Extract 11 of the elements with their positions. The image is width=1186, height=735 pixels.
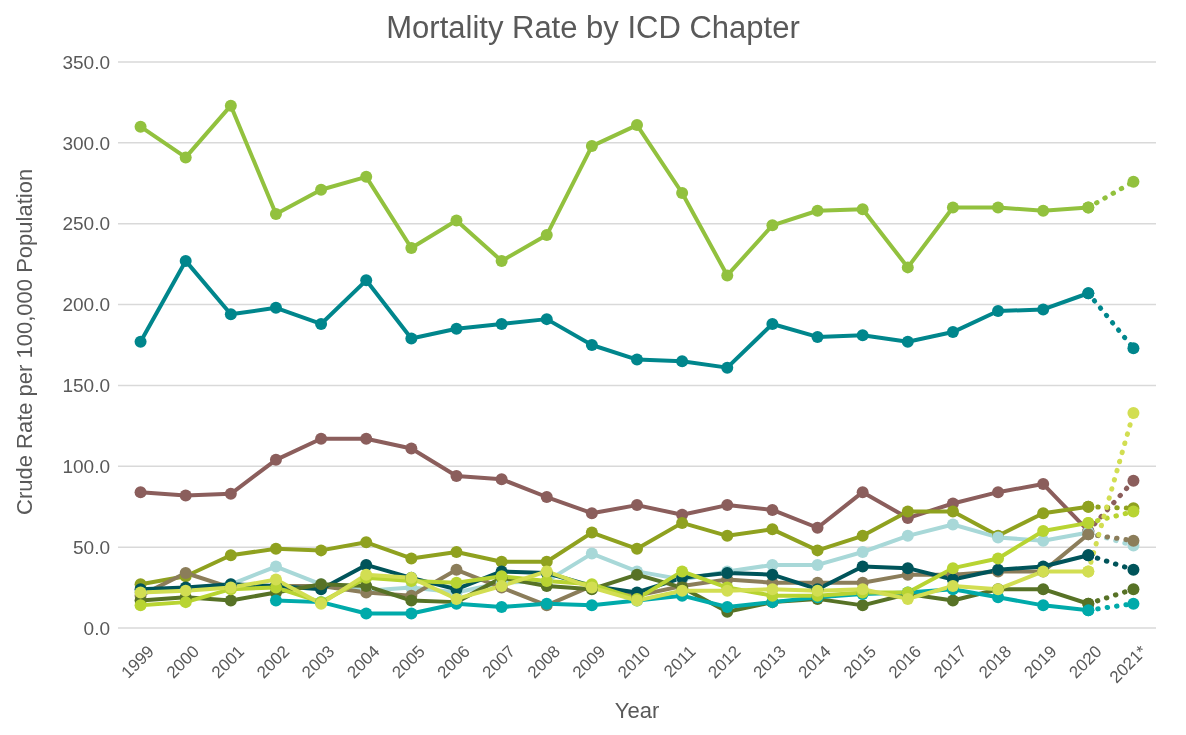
y-tick-label: 0.0 bbox=[83, 617, 110, 639]
chart-title: Mortality Rate by ICD Chapter bbox=[385, 9, 801, 47]
y-tick-label: 100.0 bbox=[62, 456, 110, 478]
y-tick-label: 350.0 bbox=[62, 51, 110, 73]
y-tick-label: 200.0 bbox=[62, 294, 110, 316]
y-tick-label: 50.0 bbox=[73, 536, 110, 558]
y-tick-label: 250.0 bbox=[62, 213, 110, 235]
y-tick-label: 300.0 bbox=[62, 132, 110, 154]
x-axis-title: Year bbox=[614, 698, 660, 723]
y-tick-label: 150.0 bbox=[62, 375, 110, 397]
y-axis-title: Crude Rate per 100,000 Population bbox=[11, 168, 37, 515]
